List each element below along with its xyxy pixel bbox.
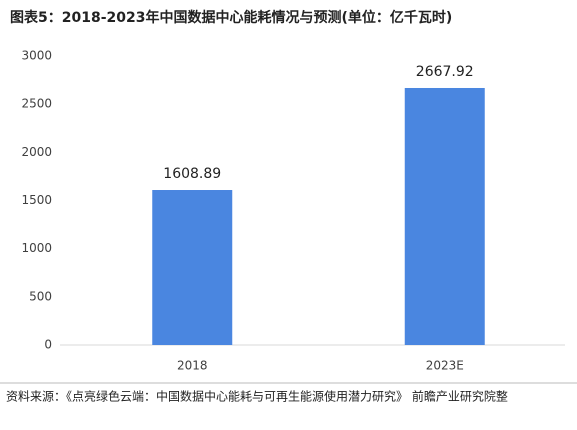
y-tick-label: 1500 [21, 193, 52, 207]
source-note: 资料来源：《点亮绿色云端：中国数据中心能耗与可再生能源使用潜力研究》 前瞻产业研… [6, 389, 508, 404]
y-tick-label: 3000 [21, 49, 52, 63]
bar [152, 190, 233, 345]
value-label: 2667.92 [416, 64, 474, 80]
x-tick-label: 2018 [177, 359, 208, 373]
y-tick-label: 500 [29, 289, 52, 303]
y-tick-label: 1000 [21, 241, 52, 255]
value-label: 1608.89 [163, 166, 221, 182]
chart-title: 图表5：2018-2023年中国数据中心能耗情况与预测(单位：亿千瓦时) [10, 9, 452, 26]
x-tick-label: 2023E [426, 359, 464, 373]
y-tick-label: 0 [44, 338, 52, 352]
y-tick-label: 2000 [21, 145, 52, 159]
bar [404, 87, 485, 346]
y-tick-label: 2500 [21, 97, 52, 111]
